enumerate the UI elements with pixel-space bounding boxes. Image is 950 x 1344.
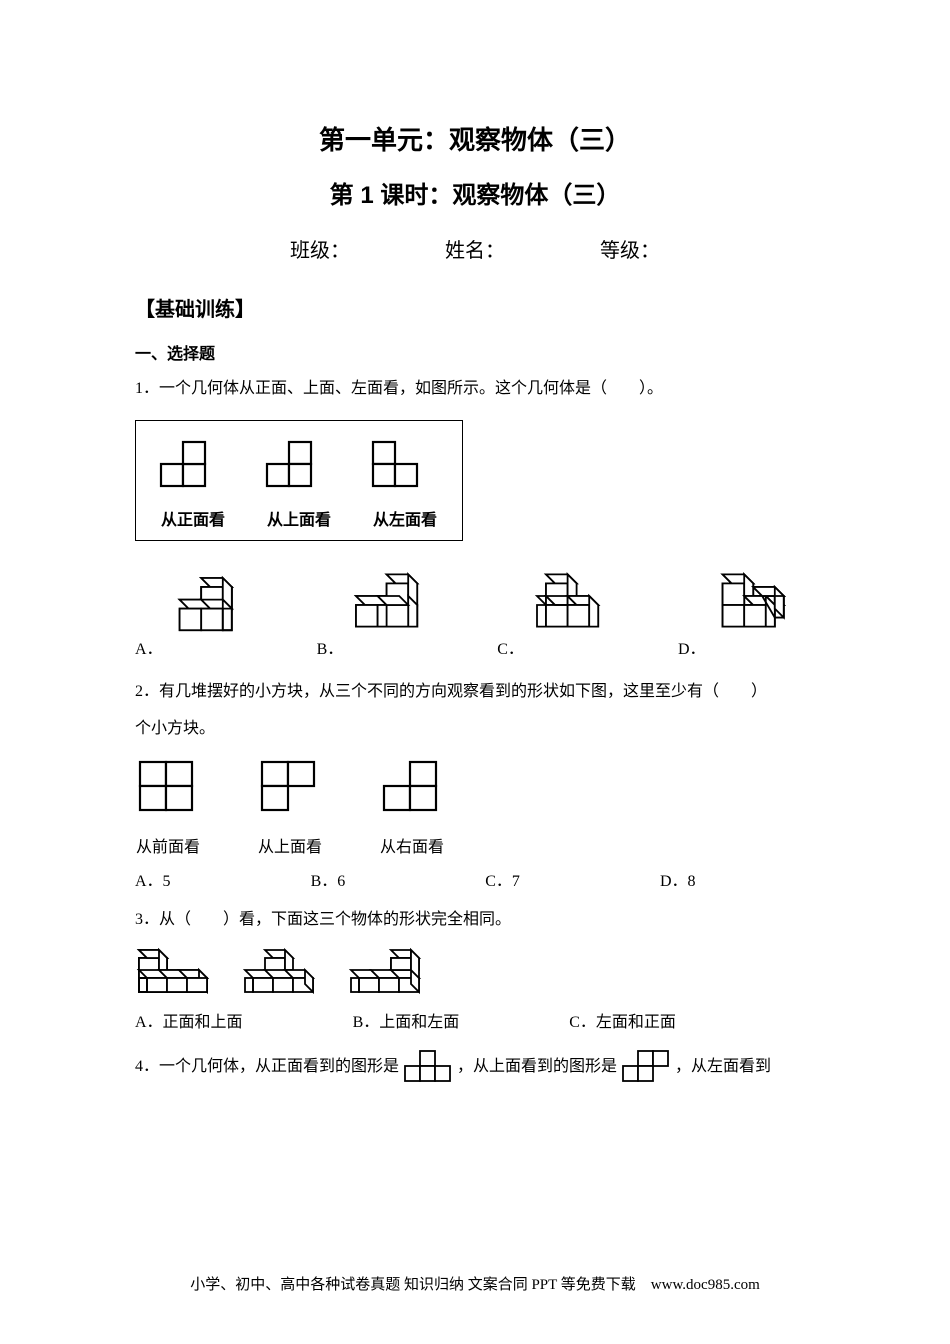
q2-top-label: 从上面看 [257, 833, 323, 857]
q2-right-label: 从右面看 [379, 833, 445, 857]
q1-opt-c-label: C． [497, 635, 524, 659]
q2-opt-a: A．5 [135, 867, 171, 891]
q1-views-box: 从正面看 从上面看 从左面看 [135, 420, 463, 541]
q2-text2: 个小方块。 [135, 714, 815, 744]
q1-opt-b-label: B． [317, 635, 344, 659]
q3-text: 3．从（ ）看，下面这三个物体的形状完全相同。 [135, 905, 815, 935]
q4-front-icon [403, 1048, 453, 1086]
q2-opt-b: B．6 [311, 867, 346, 891]
q1-left-icon [370, 437, 440, 489]
q3-opt-c: C．左面和正面 [569, 1008, 676, 1032]
info-line: 班级： 姓名： 等级： [135, 234, 815, 263]
q4-top-icon [621, 1048, 671, 1086]
q3-options: A．正面和上面 B．上面和左面 C．左面和正面 [135, 1008, 815, 1032]
q4-p1: 4．一个几何体，从正面看到的图形是 [135, 1058, 399, 1075]
unit-title: 第一单元：观察物体（三） [135, 120, 815, 157]
grade-label: 等级： [600, 240, 660, 262]
q2-front-label: 从前面看 [135, 833, 201, 857]
lesson-title: 第 1 课时：观察物体（三） [135, 175, 815, 210]
q2-opt-c: C．7 [485, 867, 520, 891]
page-footer: 小学、初中、高中各种试卷真题 知识归纳 文案合同 PPT 等免费下载 www.d… [0, 1273, 950, 1294]
section-head: 【基础训练】 [135, 293, 815, 322]
q4-p3: ，从左面看到 [675, 1058, 771, 1075]
q2-top-icon [257, 758, 323, 814]
q1-opt-b-icon [347, 569, 437, 659]
q2-text1: 2．有几堆摆好的小方块，从三个不同的方向观察看到的形状如下图，这里至少有（ ） [135, 677, 815, 707]
q3-fig1-icon [135, 944, 227, 994]
q3-opt-a: A．正面和上面 [135, 1008, 243, 1032]
q1-top-label: 从上面看 [264, 506, 334, 530]
q2-options: A．5 B．6 C．7 D．8 [135, 867, 815, 891]
q1-left-label: 从左面看 [370, 506, 440, 530]
q1-text: 1．一个几何体从正面、上面、左面看，如图所示。这个几何体是（ ）。 [135, 374, 815, 404]
q2-views: 从前面看 从上面看 从右面看 [135, 758, 815, 857]
q2-front-icon [135, 758, 201, 814]
name-label: 姓名： [445, 240, 505, 262]
q1-options: A． B． [135, 569, 815, 659]
q3-fig3-icon [347, 944, 439, 994]
q1-front-label: 从正面看 [158, 506, 228, 530]
q1-opt-a-label: A． [135, 635, 163, 659]
q3-fig2-icon [241, 944, 333, 994]
q3-opt-b: B．上面和左面 [353, 1008, 460, 1032]
class-label: 班级： [290, 240, 350, 262]
q1-top-icon [264, 437, 334, 489]
subhead-1: 一、选择题 [135, 340, 815, 364]
q1-opt-a-icon [167, 569, 257, 659]
q1-opt-c-icon [528, 569, 618, 659]
q2-right-icon [379, 758, 445, 814]
q2-opt-d: D．8 [660, 867, 696, 891]
q1-front-icon [158, 437, 228, 489]
q3-figures [135, 944, 815, 994]
q1-opt-d-icon [710, 569, 800, 659]
q4-line: 4．一个几何体，从正面看到的图形是 ，从上面看到的图形是 ，从左面看到 [135, 1048, 815, 1086]
q4-p2: ，从上面看到的图形是 [457, 1058, 617, 1075]
q1-opt-d-label: D． [678, 635, 706, 659]
